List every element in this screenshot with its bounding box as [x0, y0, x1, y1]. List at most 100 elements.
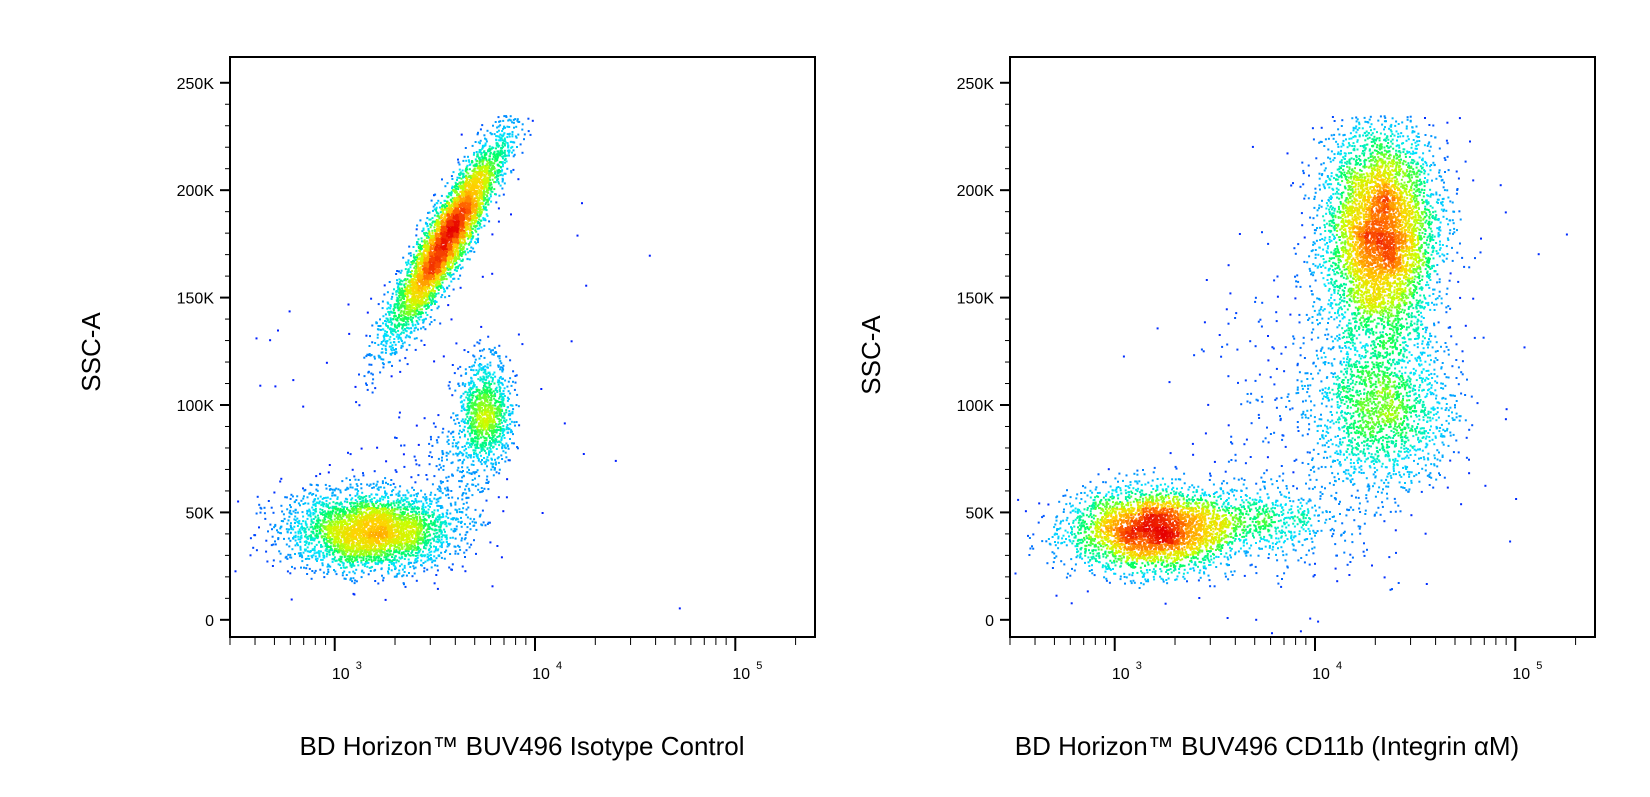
event-dot — [351, 497, 353, 499]
event-dot — [342, 553, 344, 555]
event-dot — [363, 511, 365, 513]
event-dot — [311, 542, 313, 544]
event-dot — [381, 554, 383, 556]
event-dot — [330, 547, 332, 549]
event-dot — [340, 502, 342, 504]
event-dot — [269, 524, 271, 526]
event-dot — [409, 566, 411, 568]
event-dot — [401, 513, 403, 515]
event-dot — [349, 536, 351, 538]
event-dot — [504, 150, 506, 152]
event-dot — [331, 549, 333, 551]
event-dot — [428, 524, 430, 526]
event-dot — [405, 531, 407, 533]
event-dot — [379, 500, 381, 502]
event-dot — [340, 567, 342, 569]
event-dot — [368, 515, 370, 517]
event-dot — [394, 541, 396, 543]
event-dot — [413, 517, 415, 519]
event-dot — [351, 564, 353, 566]
event-dot — [294, 522, 296, 524]
event-dot — [297, 536, 299, 538]
event-dot — [407, 278, 409, 280]
event-dot — [364, 505, 366, 507]
event-dot — [373, 529, 375, 531]
event-dot — [331, 538, 333, 540]
event-dot — [366, 546, 368, 548]
event-dot — [415, 234, 417, 236]
event-dot — [418, 550, 420, 552]
event-dot — [396, 530, 398, 532]
event-dot — [329, 566, 331, 568]
event-dot — [308, 558, 310, 560]
event-dot — [272, 565, 274, 567]
event-dot — [331, 495, 333, 497]
event-dot — [301, 560, 303, 562]
event-dot — [461, 480, 463, 482]
event-dot — [406, 514, 408, 516]
event-dot — [352, 510, 354, 512]
event-dot — [453, 530, 455, 532]
event-dot — [312, 548, 314, 550]
event-dot — [285, 557, 287, 559]
event-dot — [371, 561, 373, 563]
event-dot — [423, 547, 425, 549]
event-dot — [274, 524, 276, 526]
event-dot — [433, 533, 435, 535]
event-dot — [380, 547, 382, 549]
event-dot — [453, 273, 455, 275]
event-dot — [366, 566, 368, 568]
event-dot — [434, 303, 436, 305]
event-dot — [405, 508, 407, 510]
event-dot — [350, 505, 352, 507]
event-dot — [346, 498, 348, 500]
event-dot — [419, 316, 421, 318]
event-dot — [296, 495, 298, 497]
event-dot — [337, 544, 339, 546]
event-dot — [380, 517, 382, 519]
event-dot — [431, 200, 433, 202]
event-dot — [368, 536, 370, 538]
event-dot — [355, 401, 357, 403]
event-dot — [463, 503, 465, 505]
event-dot — [440, 552, 442, 554]
event-dot — [391, 506, 393, 508]
event-dot — [290, 506, 292, 508]
event-dot — [356, 542, 358, 544]
event-dot — [256, 513, 258, 515]
event-dot — [333, 530, 335, 532]
event-dot — [273, 526, 275, 528]
event-dot — [375, 520, 377, 522]
event-dot — [355, 499, 357, 501]
event-dot — [354, 551, 356, 553]
event-dot — [390, 515, 392, 517]
event-dot — [376, 500, 378, 502]
event-dot — [378, 528, 380, 530]
event-dot — [452, 537, 454, 539]
event-dot — [402, 569, 404, 571]
event-dot — [394, 568, 396, 570]
event-dot — [393, 562, 395, 564]
event-dot — [398, 504, 400, 506]
event-dot — [486, 140, 488, 142]
event-dot — [387, 510, 389, 512]
event-dot — [271, 528, 273, 530]
event-dot — [315, 503, 317, 505]
event-dot — [421, 537, 423, 539]
event-dot — [467, 251, 469, 253]
event-dot — [333, 558, 335, 560]
event-dot — [473, 539, 475, 541]
event-dot — [331, 507, 333, 509]
event-dot — [378, 545, 380, 547]
event-dot — [334, 489, 336, 491]
event-dot — [424, 533, 426, 535]
event-dot — [353, 475, 355, 477]
event-dot — [369, 495, 371, 497]
event-dot — [273, 512, 275, 514]
event-dot — [309, 512, 311, 514]
event-dot — [434, 509, 436, 511]
event-dot — [456, 525, 458, 527]
event-dot — [343, 511, 345, 513]
event-dot — [358, 520, 360, 522]
event-dot — [406, 518, 408, 520]
